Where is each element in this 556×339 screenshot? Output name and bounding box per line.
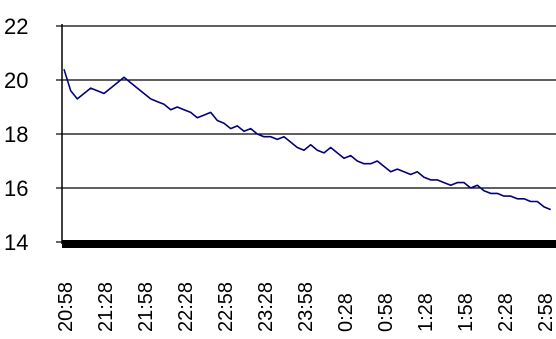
x-axis-line — [62, 240, 556, 248]
y-tick-label: 18 — [4, 122, 28, 147]
axes — [56, 24, 556, 248]
gridlines — [62, 25, 556, 189]
x-tick-label: 2:58 — [535, 293, 556, 332]
x-tick-label: 1:58 — [455, 293, 477, 332]
y-tick-label: 14 — [4, 230, 28, 255]
x-tick-label: 22:28 — [175, 282, 197, 332]
y-tick-label: 20 — [4, 68, 28, 93]
x-tick-label: 21:58 — [135, 282, 157, 332]
x-tick-label: 23:28 — [255, 282, 277, 332]
x-tick-label: 22:58 — [215, 282, 237, 332]
x-tick-label: 0:28 — [335, 293, 357, 332]
x-axis-tick-labels: 20:58 21:28 21:58 22:28 22:58 23:28 23:58 0:28 0… — [55, 282, 556, 332]
x-tick-label: 21:28 — [95, 282, 117, 332]
x-tick-label: 0:58 — [375, 293, 397, 332]
x-tick-label: 23:58 — [295, 282, 317, 332]
x-tick-label: 1:28 — [415, 293, 437, 332]
y-tick-label: 16 — [4, 176, 28, 201]
series-line — [63, 68, 551, 211]
y-axis-tick-labels: 14 16 18 20 22 — [4, 14, 28, 255]
x-tick-label: 20:58 — [55, 282, 77, 332]
x-tick-label: 2:28 — [495, 293, 517, 332]
y-tick-label: 22 — [4, 14, 28, 39]
series-layer — [63, 68, 551, 211]
